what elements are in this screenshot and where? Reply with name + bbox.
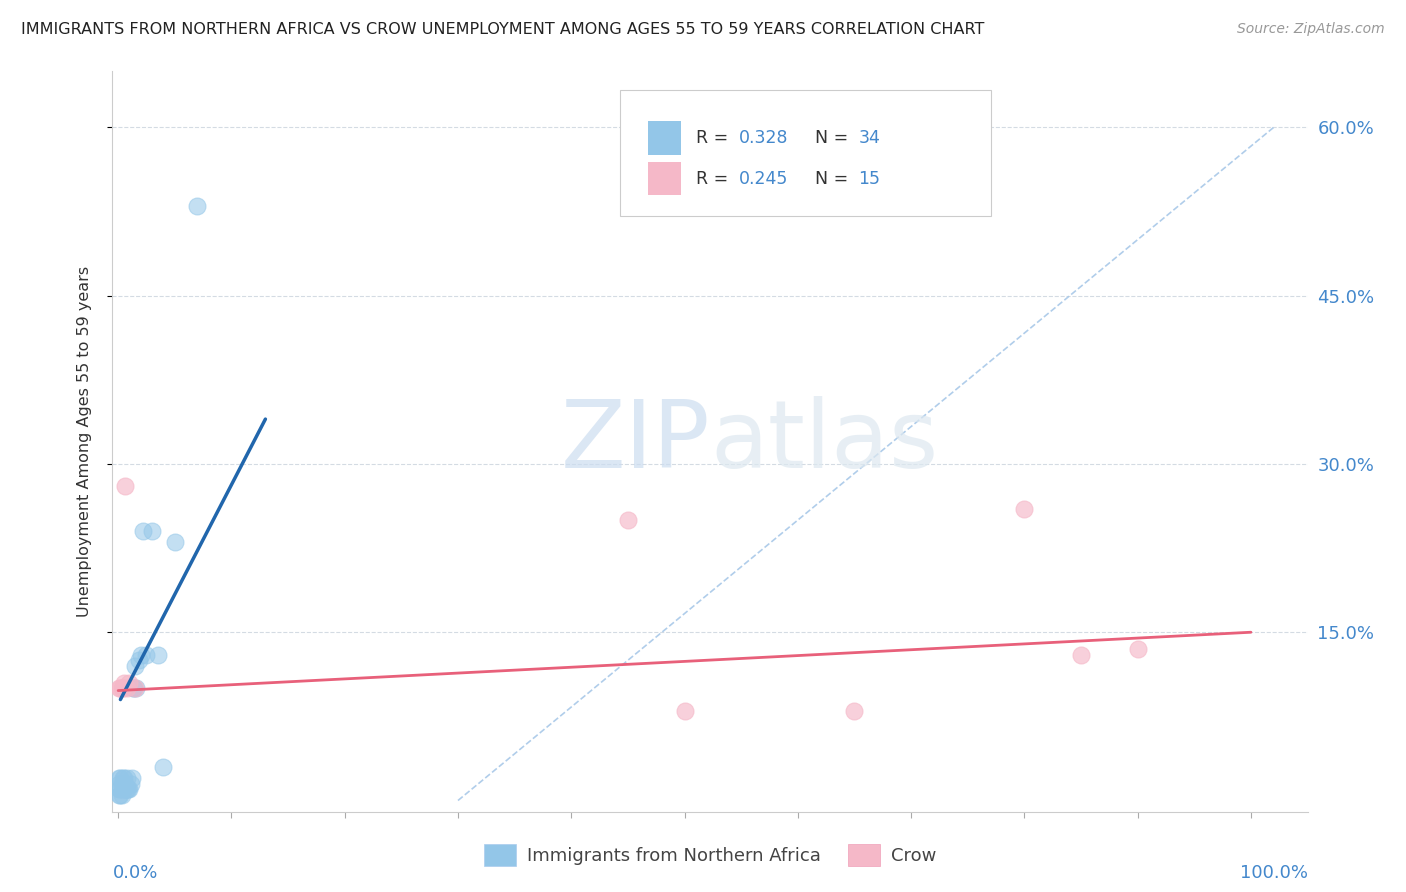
Point — [117, 782, 139, 797]
Point — [112, 782, 135, 797]
Point — [128, 653, 150, 667]
Point — [110, 788, 132, 802]
FancyBboxPatch shape — [648, 162, 682, 195]
Point — [115, 681, 138, 696]
Point — [1070, 648, 1092, 662]
Point — [111, 681, 134, 696]
Point — [118, 675, 141, 690]
Point — [111, 782, 134, 797]
Point — [673, 704, 696, 718]
Point — [110, 782, 132, 797]
Point — [617, 513, 640, 527]
Point — [115, 782, 138, 797]
Text: 0.328: 0.328 — [738, 129, 789, 147]
Text: atlas: atlas — [710, 395, 938, 488]
Point — [108, 681, 131, 696]
Point — [111, 771, 134, 785]
Point — [146, 648, 169, 662]
Point — [122, 681, 145, 696]
Text: R =: R = — [696, 129, 734, 147]
Text: 15: 15 — [858, 169, 880, 187]
Point — [186, 199, 208, 213]
Point — [163, 535, 186, 549]
Y-axis label: Unemployment Among Ages 55 to 59 years: Unemployment Among Ages 55 to 59 years — [77, 266, 91, 617]
Text: 0.0%: 0.0% — [112, 863, 157, 881]
Point — [135, 648, 157, 662]
Point — [120, 777, 142, 791]
Text: N =: N = — [815, 169, 853, 187]
Point — [110, 681, 132, 696]
Text: 34: 34 — [858, 129, 880, 147]
Text: Source: ZipAtlas.com: Source: ZipAtlas.com — [1237, 22, 1385, 37]
Point — [110, 777, 132, 791]
Point — [108, 782, 131, 797]
Point — [114, 479, 136, 493]
Point — [108, 777, 131, 791]
Point — [1126, 642, 1149, 657]
Text: N =: N = — [815, 129, 853, 147]
Point — [110, 788, 132, 802]
Point — [844, 704, 866, 718]
FancyBboxPatch shape — [620, 90, 991, 216]
Legend: Immigrants from Northern Africa, Crow: Immigrants from Northern Africa, Crow — [477, 837, 943, 873]
Point — [115, 771, 138, 785]
Text: IMMIGRANTS FROM NORTHERN AFRICA VS CROW UNEMPLOYMENT AMONG AGES 55 TO 59 YEARS C: IMMIGRANTS FROM NORTHERN AFRICA VS CROW … — [21, 22, 984, 37]
Point — [124, 659, 146, 673]
Point — [115, 782, 138, 797]
Point — [125, 681, 148, 696]
FancyBboxPatch shape — [648, 121, 682, 154]
Point — [1014, 501, 1036, 516]
Point — [132, 524, 155, 539]
Point — [112, 675, 135, 690]
Point — [118, 782, 141, 797]
Point — [114, 777, 136, 791]
Text: R =: R = — [696, 169, 734, 187]
Point — [121, 771, 143, 785]
Point — [108, 771, 131, 785]
Point — [112, 771, 135, 785]
Point — [124, 681, 146, 696]
Text: ZIP: ZIP — [561, 395, 710, 488]
Point — [108, 788, 131, 802]
Text: 100.0%: 100.0% — [1240, 863, 1308, 881]
Point — [141, 524, 163, 539]
Text: 0.245: 0.245 — [738, 169, 789, 187]
Point — [129, 648, 152, 662]
Point — [152, 760, 174, 774]
Point — [110, 771, 132, 785]
Point — [110, 681, 132, 696]
Point — [122, 681, 145, 696]
